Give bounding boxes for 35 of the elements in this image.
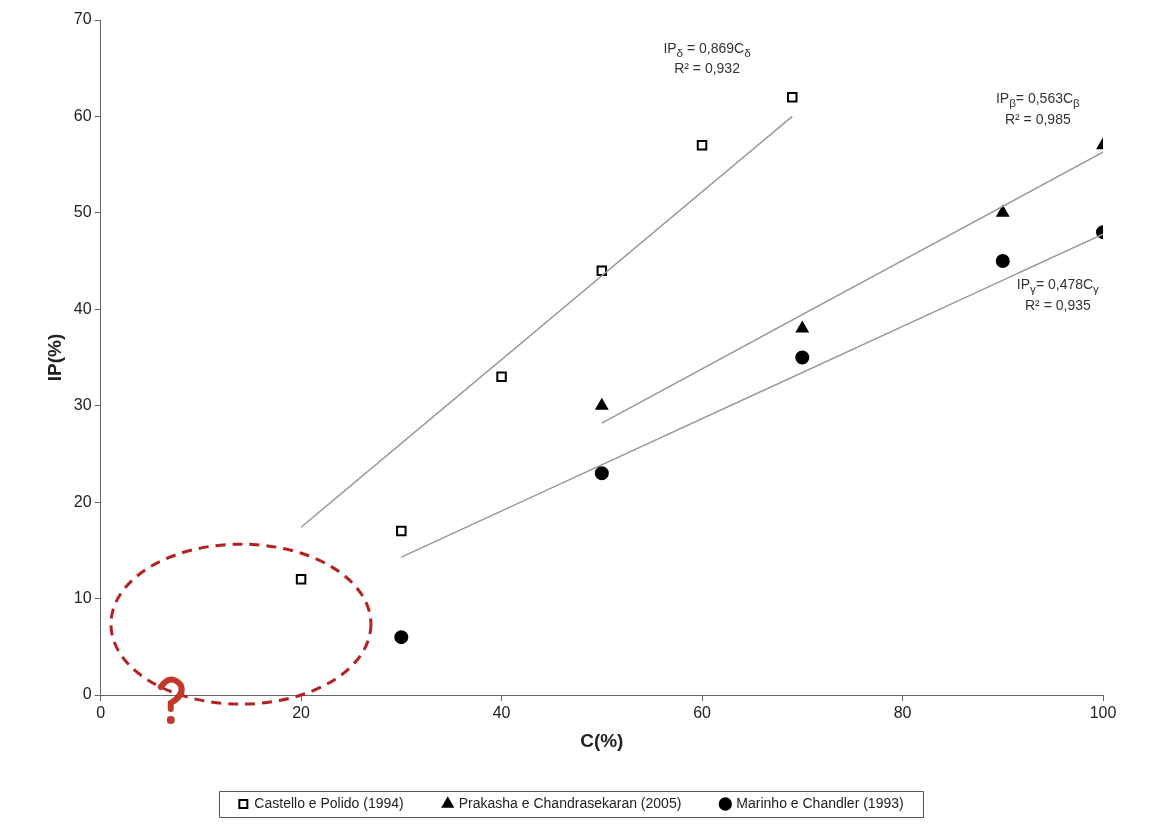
point (996, 205, 1009, 217)
x-tick-label: 40 (492, 704, 511, 722)
point (496, 371, 507, 383)
y-tick-label: 70 (73, 10, 92, 28)
x-tick-label: 60 (693, 704, 712, 722)
point (995, 254, 1010, 269)
point (796, 321, 809, 333)
point (596, 265, 608, 276)
x-tick-label: 20 (292, 704, 311, 722)
point (787, 91, 798, 103)
x-tick-label: 100 (1089, 704, 1117, 722)
y-tick-label: 40 (73, 299, 92, 317)
y-tick-label: 50 (73, 203, 92, 221)
legend-label: Castello e Polido (1994) (254, 794, 404, 811)
point (696, 140, 708, 151)
x-axis-title: C(%) (580, 729, 624, 751)
point (795, 350, 810, 365)
annotation: IP$_{γ}$= 0,478C$_{γ}$ R² = 0,935 (1016, 276, 1099, 314)
y-tick-label: 0 (82, 685, 92, 703)
legend-label: Marinho e Chandler (1993) (736, 794, 904, 811)
y-axis-title: IP(%) (43, 333, 65, 382)
legend-label: Prakasha e Chandrasekaran (2005) (458, 794, 682, 811)
point (594, 466, 609, 481)
x-tick-label: 80 (893, 704, 912, 722)
y-tick-label: 20 (73, 492, 92, 510)
y-tick-label: 60 (73, 106, 92, 124)
annotation: IP$_{δ}$ = 0,869C$_{δ}$ R² = 0,932 (663, 39, 751, 78)
point (595, 398, 608, 410)
x-tick-label: 0 (96, 704, 106, 722)
annotation: IP$_{β}$= 0,563C$_{β}$ R² = 0,985 (995, 90, 1080, 129)
point (295, 574, 307, 585)
y-tick-label: 30 (73, 396, 92, 414)
y-tick-label: 10 (73, 588, 92, 606)
point (394, 630, 409, 645)
point (396, 525, 407, 537)
